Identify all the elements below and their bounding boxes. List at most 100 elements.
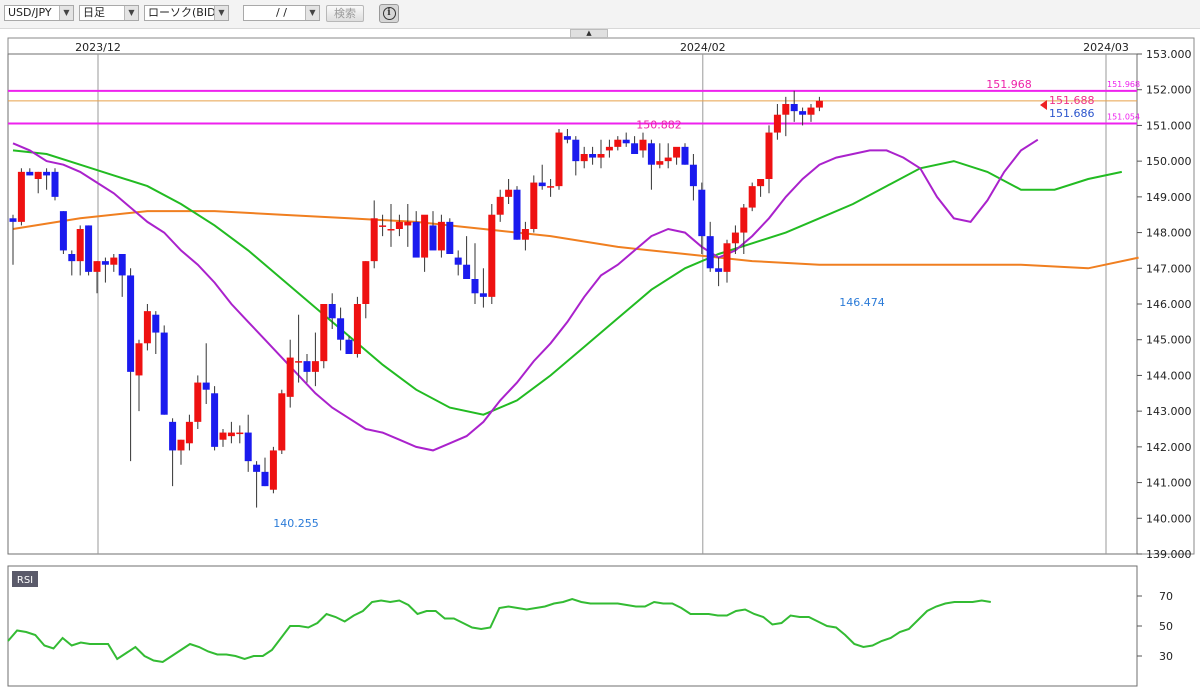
candle-bear	[463, 264, 471, 279]
rsi-line	[7, 597, 991, 664]
candle-bear	[85, 225, 93, 272]
candle-bull	[143, 311, 151, 344]
chevron-down-icon[interactable]: ▼	[124, 6, 138, 20]
candle-bear	[152, 314, 160, 333]
candle-bear	[9, 218, 17, 222]
candle-bull	[597, 154, 605, 158]
candle-bear	[26, 171, 34, 176]
y-tick-label: 145.000	[1146, 334, 1192, 347]
candle-bull	[765, 132, 773, 179]
chevron-down-icon[interactable]: ▼	[305, 6, 319, 20]
annotations: 151.968 140.255 146.474 150.882 151.688151.6…	[273, 78, 1140, 530]
candle-bear	[101, 261, 109, 265]
date-value: / /	[276, 6, 287, 19]
x-tick-label: 2023/12	[75, 41, 121, 54]
candle-bear	[429, 225, 437, 251]
candle-bull	[731, 232, 739, 244]
candle-bull	[723, 243, 731, 272]
candle-bear	[303, 361, 311, 372]
candle-bear	[169, 421, 177, 451]
candle-bull	[286, 357, 294, 397]
candle-bull	[421, 214, 429, 258]
y-tick-label: 150.000	[1146, 155, 1192, 168]
candle-bull	[135, 343, 143, 376]
info-icon: i	[382, 7, 396, 20]
rsi-tick-label: 70	[1159, 590, 1173, 603]
pair-select[interactable]: USD/JPY ▼	[4, 5, 74, 21]
y-tick-label: 147.000	[1146, 262, 1192, 275]
candle-bear	[538, 182, 546, 187]
candle-bear	[706, 236, 714, 269]
candle-bull	[185, 421, 193, 444]
candle-bull	[580, 154, 588, 162]
chart-type-select[interactable]: ローソク(BID) ▼	[144, 5, 229, 21]
candle-bull	[656, 161, 664, 165]
timeframe-select[interactable]: 日足 ▼	[79, 5, 139, 21]
candle-bull	[110, 257, 118, 265]
candle-bear	[127, 275, 135, 372]
candle-bull	[782, 104, 790, 115]
candle-bull	[605, 146, 613, 151]
candle-bear	[59, 211, 67, 251]
candle-bull	[93, 261, 101, 272]
candle-bull	[547, 186, 555, 188]
ma-short-line	[12, 138, 1039, 452]
rsi-badge	[12, 571, 38, 587]
candle-bear	[563, 136, 571, 140]
candle-bull	[395, 221, 403, 229]
candle-bear	[118, 254, 126, 276]
candle-bull	[295, 361, 303, 363]
candle-bull	[177, 439, 185, 451]
y-tick-label: 152.000	[1146, 84, 1192, 97]
candle-bull	[496, 196, 504, 215]
candles	[9, 90, 823, 508]
candle-bull	[236, 432, 244, 435]
candle-bull	[748, 186, 756, 208]
candle-bull	[740, 207, 748, 233]
rsi-tick-label: 50	[1159, 620, 1173, 633]
collapse-toolbar-button[interactable]: ▲	[570, 29, 608, 38]
y-tick-label: 153.000	[1146, 48, 1192, 61]
candle-bull	[404, 221, 412, 226]
candle-bull	[488, 214, 496, 297]
date-input[interactable]: / / ▼	[243, 5, 320, 21]
candle-bear	[51, 171, 59, 197]
candle-bear	[479, 293, 487, 297]
rsi-tick-label: 30	[1159, 650, 1173, 663]
chevron-down-icon[interactable]: ▼	[214, 6, 228, 20]
candle-bull	[387, 229, 395, 231]
pair-value: USD/JPY	[8, 6, 52, 19]
candle-bear	[513, 189, 521, 240]
search-button[interactable]: 検索	[326, 5, 364, 22]
candle-bull	[76, 229, 84, 262]
y-tick-label: 148.000	[1146, 227, 1192, 240]
candle-bear	[715, 268, 723, 272]
price-marker-icon	[1040, 100, 1047, 110]
timeframe-value: 日足	[83, 6, 105, 19]
candle-bull	[370, 218, 378, 262]
horizontal-levels	[8, 89, 1137, 125]
candle-bear	[631, 143, 639, 154]
chart-type-value: ローソク(BID)	[148, 6, 220, 19]
moving-averages	[12, 138, 1139, 452]
rsi-panel-frame	[7, 565, 1138, 687]
rsi-series: RSI	[7, 571, 991, 664]
candle-bull	[639, 139, 647, 151]
toolbar: USD/JPY ▼ 日足 ▼ ローソク(BID) ▼ / / ▼ 検索 i	[0, 0, 1200, 29]
candle-bear	[328, 304, 336, 319]
candle-bull	[773, 114, 781, 133]
current-ask-label: 151.686	[1049, 107, 1095, 120]
candle-bull	[227, 432, 235, 437]
y-tick-label: 139.000	[1146, 548, 1192, 561]
rsi-axis: 70 50 30	[1137, 590, 1173, 663]
high-price-label: 151.968	[986, 78, 1032, 91]
candle-bear	[446, 221, 454, 254]
candle-bull	[17, 171, 25, 222]
candle-bear	[253, 464, 261, 472]
candle-bull	[437, 221, 445, 251]
info-button[interactable]: i	[379, 4, 399, 23]
chevron-down-icon[interactable]: ▼	[59, 6, 73, 20]
candle-bear	[647, 143, 655, 165]
y-tick-label: 146.000	[1146, 298, 1192, 311]
